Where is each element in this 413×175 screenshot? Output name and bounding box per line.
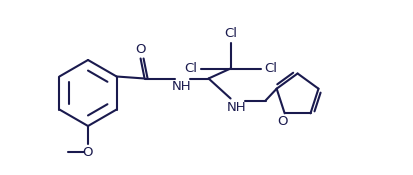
Text: NH: NH [171,80,191,93]
Text: Cl: Cl [223,27,237,40]
Text: O: O [83,145,93,159]
Text: Cl: Cl [184,62,197,75]
Text: Cl: Cl [263,62,276,75]
Text: NH: NH [226,101,246,114]
Text: O: O [277,115,287,128]
Text: O: O [135,43,145,56]
